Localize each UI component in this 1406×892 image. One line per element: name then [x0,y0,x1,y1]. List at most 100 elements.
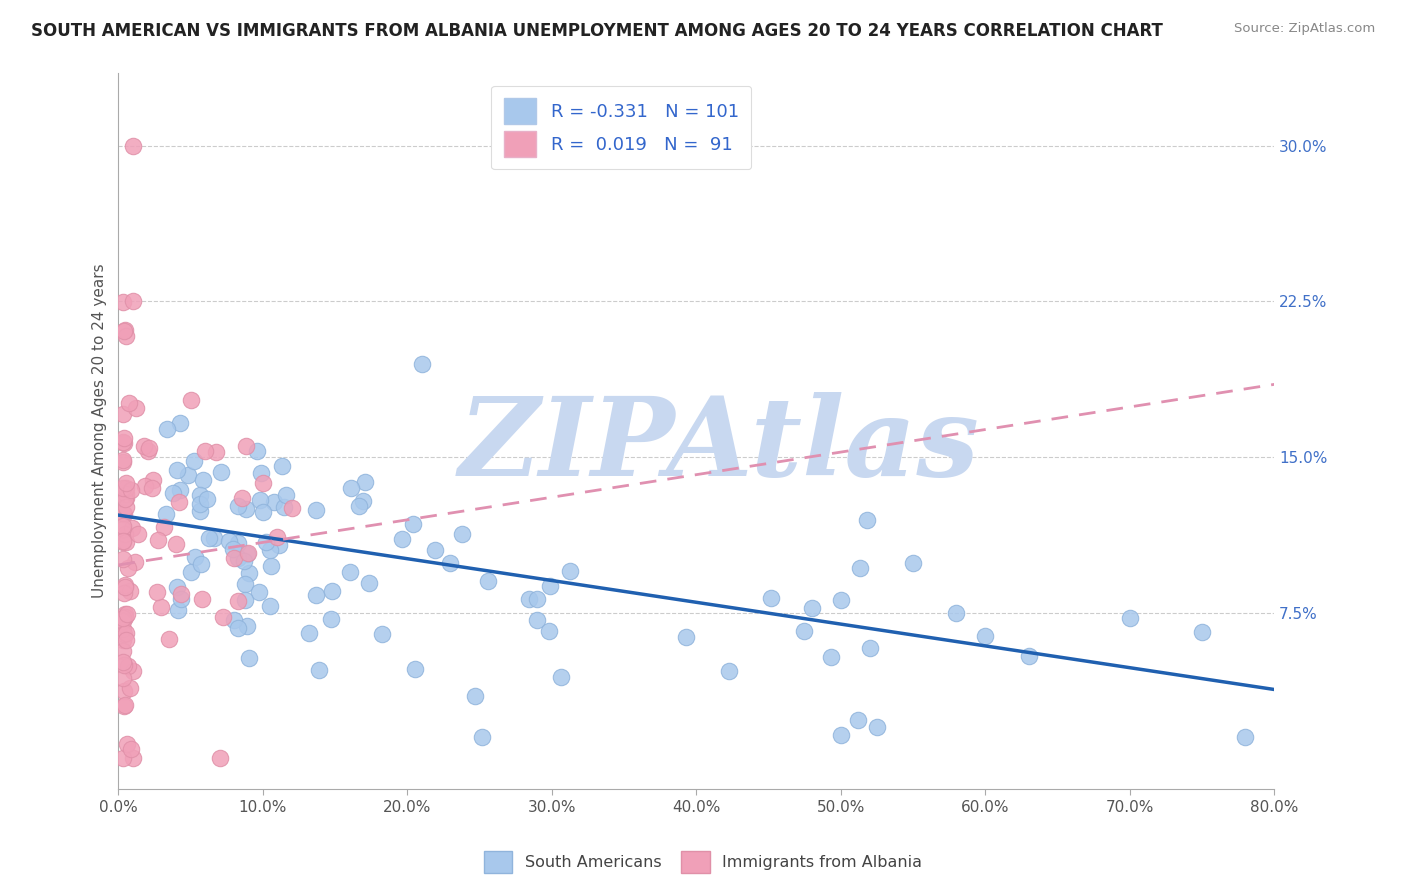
Point [204,532,226,546]
Text: SOUTH AMERICAN VS IMMIGRANTS FROM ALBANIA UNEMPLOYMENT AMONG AGES 20 TO 24 YEARS: SOUTH AMERICAN VS IMMIGRANTS FROM ALBANI… [31,22,1163,40]
Point [249,492,271,507]
Point [347,500,370,514]
Point [820,650,842,665]
Point [112,658,135,673]
Point [166,463,188,477]
Point [153,519,176,533]
Point [157,632,180,646]
Point [260,558,283,573]
Point [793,624,815,639]
Point [166,580,188,594]
Text: Source: ZipAtlas.com: Source: ZipAtlas.com [1234,22,1375,36]
Point [112,324,135,338]
Point [226,550,249,565]
Point [304,503,326,517]
Point [118,583,141,598]
Point [359,576,381,591]
Point [112,432,135,446]
Point [141,481,163,495]
Point [211,465,233,479]
Point [271,458,294,473]
Point [464,689,486,703]
Point [177,467,200,482]
Point [115,500,138,515]
Point [112,534,135,549]
Point [236,548,259,562]
Point [717,664,740,678]
Point [117,561,139,575]
Point [136,444,159,458]
Point [112,684,135,698]
Point [148,533,170,547]
Point [112,435,135,450]
Point [188,488,211,502]
Point [1119,611,1142,625]
Point [339,565,361,579]
Point [550,670,572,684]
Point [222,551,245,566]
Point [122,138,145,153]
Point [162,486,184,500]
Legend: R = -0.331   N = 101, R =  0.019   N =  91: R = -0.331 N = 101, R = 0.019 N = 91 [491,86,751,169]
Point [170,592,193,607]
Point [118,395,141,409]
Point [114,578,136,592]
Point [114,482,136,496]
Point [273,500,295,515]
Point [233,576,256,591]
Point [115,607,138,621]
Point [114,610,136,624]
Point [191,591,214,606]
Point [801,601,824,615]
Point [120,681,142,695]
Point [761,591,783,605]
Point [304,588,326,602]
Point [675,630,697,644]
Point [226,621,249,635]
Point [191,473,214,487]
Point [235,439,257,453]
Point [111,407,134,421]
Point [111,610,134,624]
Point [180,393,202,408]
Point [155,507,177,521]
Point [111,633,134,648]
Point [112,751,135,765]
Point [238,651,260,665]
Point [250,467,273,481]
Point [450,527,472,541]
Point [319,612,342,626]
Point [114,580,136,594]
Point [423,543,446,558]
Point [111,552,134,566]
Point [190,557,212,571]
Point [188,504,211,518]
Point [830,728,852,742]
Point [169,483,191,497]
Point [111,644,134,658]
Point [281,501,304,516]
Point [477,574,499,588]
Point [354,475,377,489]
Point [231,491,253,505]
Point [269,538,291,552]
Point [127,527,149,541]
Point [114,607,136,621]
Point [112,586,135,600]
Point [471,731,494,745]
Point [901,556,924,570]
Point [1018,649,1040,664]
Point [391,532,413,546]
Point [146,585,169,599]
Point [112,623,135,637]
Point [263,495,285,509]
Point [114,491,136,505]
Point [112,627,135,641]
Point [259,542,281,557]
Point [218,534,240,549]
Point [238,566,260,580]
Point [112,522,135,536]
Point [830,592,852,607]
Point [120,741,142,756]
Point [526,613,548,627]
